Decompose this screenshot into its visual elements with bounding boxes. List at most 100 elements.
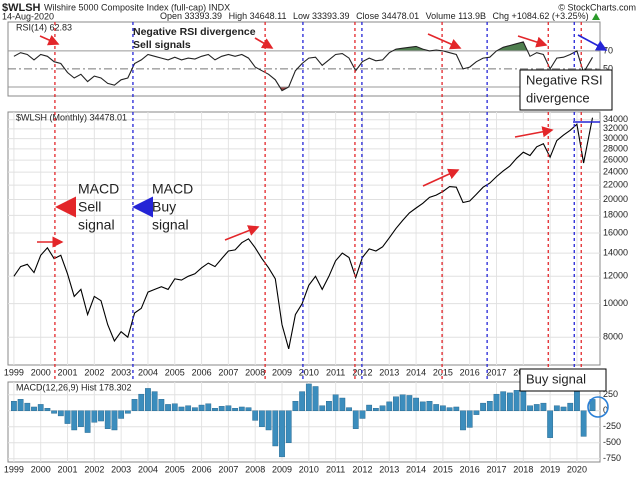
annotation: signal [78, 217, 115, 233]
x-tick-label: 2004 [138, 367, 158, 377]
bar [225, 405, 232, 411]
bar [44, 408, 51, 411]
x-tick-label: 2017 [486, 367, 506, 377]
bar [540, 402, 547, 411]
arrow [427, 33, 462, 50]
y-tick-label: 16000 [603, 227, 628, 237]
y-tick-label: 30000 [603, 133, 628, 143]
annotation: Negative RSI [526, 72, 603, 87]
x-tick-label: 2019 [540, 464, 560, 474]
source: © StockCharts.com [558, 2, 636, 12]
bar [285, 410, 292, 443]
arrow [422, 168, 460, 187]
bar [547, 410, 554, 438]
bar [466, 410, 473, 428]
x-tick-label: 2007 [218, 464, 238, 474]
bar [574, 391, 580, 412]
bar [580, 410, 587, 437]
panel [8, 41, 600, 92]
bar [98, 410, 104, 422]
bar [553, 405, 560, 411]
x-tick-label: 2006 [192, 367, 212, 377]
y-tick-label: 10000 [603, 298, 628, 308]
bar [279, 410, 285, 458]
annotation: Negative RSI divergence [133, 26, 256, 38]
bar [252, 410, 259, 421]
bar [91, 410, 98, 423]
annotation: divergence [526, 90, 590, 105]
bar [426, 401, 433, 412]
bar [265, 410, 272, 431]
annotation: signal [152, 217, 189, 233]
y-tick-label: -500 [603, 437, 621, 447]
arrow [39, 34, 60, 46]
date: 14-Aug-2020 [2, 11, 54, 21]
bar [171, 403, 178, 412]
bar [372, 408, 379, 411]
panel [8, 112, 600, 365]
bar [185, 405, 192, 411]
bar [433, 404, 440, 411]
bar [393, 396, 399, 412]
y-tick-label: 18000 [603, 210, 628, 220]
annotation: Buy [152, 199, 176, 215]
bar [527, 405, 533, 411]
highlight-circle [587, 396, 609, 418]
quote-item: Volume 113.9B [426, 11, 486, 21]
bar [560, 406, 567, 411]
x-tick-label: 2007 [218, 367, 238, 377]
x-tick-label: 2015 [433, 464, 453, 474]
bar [64, 410, 71, 424]
arrow [224, 225, 260, 241]
bar [37, 404, 44, 411]
bar [379, 405, 386, 411]
bar [406, 395, 413, 412]
y-tick-label: 26000 [603, 154, 628, 164]
chart-title: Wilshire 5000 Composite Index (full-cap)… [44, 2, 230, 12]
annotation: Buy signal [526, 371, 586, 386]
bar [151, 391, 158, 412]
bar [419, 401, 426, 411]
x-tick-label: 2010 [299, 367, 319, 377]
x-tick-label: 2003 [111, 367, 131, 377]
x-tick-label: 2006 [192, 464, 212, 474]
x-tick-label: 2017 [486, 464, 506, 474]
bar [319, 405, 326, 411]
panel-label: RSI(14) 62.83 [16, 22, 72, 32]
x-tick-label: 2014 [406, 367, 426, 377]
data-line [13, 41, 593, 92]
x-tick-label: 2018 [513, 464, 533, 474]
panel-frame [7, 111, 601, 366]
bar [352, 410, 359, 429]
bar [359, 410, 366, 419]
y-tick-label: 50 [603, 63, 613, 73]
x-tick-label: 2011 [326, 367, 345, 377]
x-tick-label: 2002 [84, 367, 104, 377]
bar [292, 401, 299, 412]
x-tick-label: 1999 [4, 464, 24, 474]
x-tick-label: 2003 [111, 464, 131, 474]
bar [205, 403, 212, 412]
annotation: Sell [78, 199, 101, 215]
bar [413, 397, 419, 412]
x-tick-label: 2000 [31, 464, 51, 474]
x-tick-label: 2013 [379, 464, 399, 474]
bar [299, 391, 306, 412]
x-tick-label: 2001 [58, 367, 78, 377]
bar [191, 407, 198, 412]
x-tick-label: 2009 [272, 464, 292, 474]
bar [232, 408, 238, 411]
bar [165, 404, 171, 411]
x-tick-label: 1999 [4, 367, 24, 377]
bar [399, 394, 406, 411]
bar [332, 394, 339, 411]
arrow [517, 35, 548, 48]
annotation: Sell signals [133, 39, 191, 51]
y-tick-label: -750 [603, 453, 621, 463]
bar [493, 393, 500, 412]
y-tick-label: 22000 [603, 180, 628, 190]
bar [480, 402, 486, 411]
annotation-box [519, 368, 607, 392]
y-tick-label: 250 [603, 389, 618, 399]
